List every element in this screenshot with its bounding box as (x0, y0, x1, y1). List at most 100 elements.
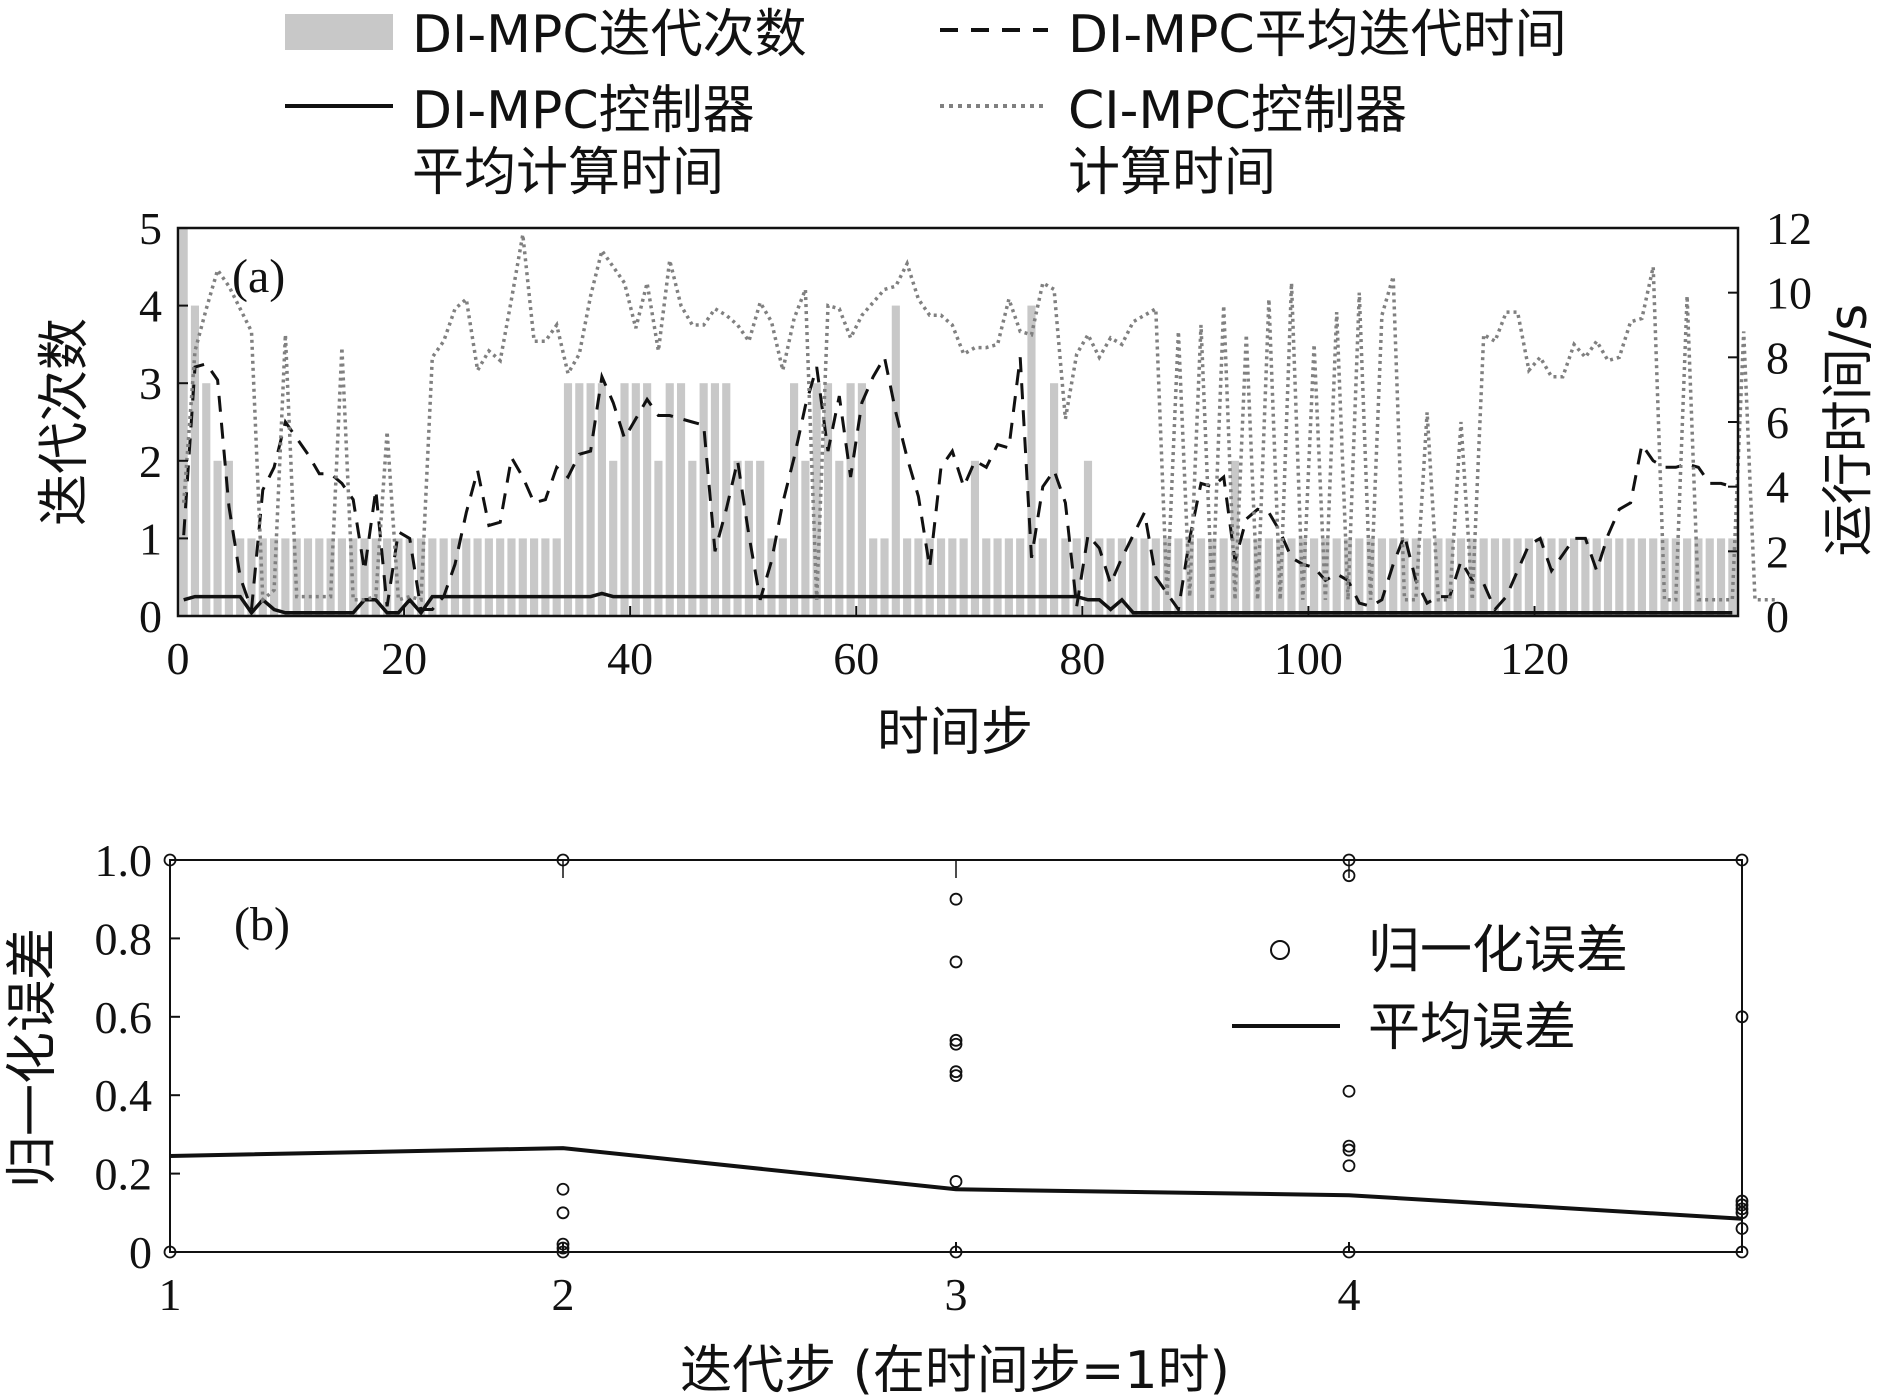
iteration-bar (1400, 538, 1409, 616)
error-point (1342, 1084, 1356, 1098)
iteration-bar (688, 460, 697, 616)
iteration-bar (281, 538, 290, 616)
iteration-bar (1423, 538, 1432, 616)
iteration-bar (699, 383, 708, 616)
error-point (556, 1182, 570, 1196)
iteration-bar (292, 538, 301, 616)
iteration-bar (1716, 538, 1726, 616)
iteration-bar (722, 383, 731, 616)
iteration-bar (925, 538, 934, 616)
error-point (949, 1069, 963, 1082)
iteration-bar (1694, 538, 1703, 616)
y-left-tick-label: 0 (139, 591, 162, 642)
iteration-bar (530, 538, 539, 616)
iteration-bar (1626, 538, 1635, 616)
y-tick-label: 0.8 (95, 913, 153, 964)
avg-iteration-time-line (182, 353, 1733, 614)
iteration-bar (586, 383, 595, 616)
iteration-bar (213, 460, 222, 616)
di-mpc-computation-time-line (183, 591, 1733, 616)
iteration-bar (801, 460, 810, 616)
x-tick-label: 60 (833, 633, 879, 684)
iteration-bar (1355, 538, 1364, 616)
x-tick-label: 120 (1500, 633, 1569, 684)
iteration-bar (258, 538, 267, 616)
legend-di-comp-label-2: 平均计算时间 (412, 143, 724, 203)
legend-a: DI-MPC迭代次数 DI-MPC平均迭代时间 DI-MPC控制器 平均计算时间… (285, 5, 1567, 203)
y-left-tick-label: 2 (139, 436, 162, 487)
iteration-bar (462, 538, 471, 616)
error-point (1342, 1159, 1356, 1173)
legend-b: 归一化误差 平均误差 (1232, 921, 1628, 1058)
x-tick-label: 80 (1059, 633, 1105, 684)
iteration-bar (236, 538, 245, 616)
iteration-bar (337, 538, 346, 616)
legend-ci-comp-label-1: CI-MPC控制器 (1068, 81, 1407, 141)
error-point (949, 1175, 963, 1188)
iteration-bar (914, 538, 923, 616)
iteration-bar (1536, 538, 1545, 616)
iteration-bar (360, 538, 369, 616)
panel-label-a: (a) (232, 250, 285, 303)
iteration-bar (439, 538, 448, 616)
iteration-bar (1219, 538, 1228, 616)
iteration-bar (1208, 538, 1217, 616)
iteration-bar (880, 538, 889, 616)
time-series-lines (181, 234, 1778, 616)
iteration-bar (1072, 538, 1081, 616)
iteration-bar (1332, 538, 1341, 616)
iteration-bar (597, 383, 606, 616)
iteration-bar (190, 305, 200, 616)
iteration-bar (1592, 538, 1601, 616)
panel-label-b: (b) (234, 898, 290, 951)
legend-scatter-label: 归一化误差 (1368, 921, 1628, 981)
iteration-bar (507, 538, 516, 616)
error-point (949, 1037, 963, 1051)
iteration-bar (744, 460, 753, 616)
iteration-bar (1129, 538, 1138, 616)
iteration-bar (676, 383, 686, 616)
iteration-bar (869, 538, 878, 616)
iteration-bar (903, 538, 912, 616)
iteration-bar (1615, 538, 1624, 616)
iteration-bar (1490, 538, 1500, 616)
y-tick-label: 0.4 (95, 1070, 153, 1121)
iteration-bar (1027, 305, 1036, 616)
error-point (949, 1033, 963, 1047)
iteration-bar (767, 538, 776, 616)
iteration-bar (1050, 383, 1059, 616)
iteration-bar (620, 383, 629, 616)
iteration-bar (1468, 538, 1477, 616)
iteration-bar (484, 538, 493, 616)
error-point (949, 955, 963, 969)
y-tick-label: 0 (129, 1227, 152, 1278)
y-axis-label-left-a: 迭代次数 (35, 318, 95, 526)
chart-b: 1 2 3 4 0 0.2 0.4 0.6 0.8 1.0 (b) 归一化误差 平均误差 迭代步 … (3, 835, 1749, 1400)
iteration-bar (1570, 538, 1579, 616)
iteration-bar (315, 538, 324, 616)
iteration-bar (326, 538, 335, 616)
iteration-bar (857, 383, 866, 616)
x-tick-label: 40 (607, 633, 653, 684)
x-tick-label: 100 (1274, 633, 1343, 684)
iteration-bar (541, 538, 550, 616)
x-tick-label: 0 (167, 633, 190, 684)
iteration-bar (970, 460, 980, 616)
iteration-bar (405, 538, 414, 616)
iteration-bar (1196, 538, 1206, 616)
iteration-bar (733, 460, 742, 616)
iteration-bar (552, 538, 561, 616)
iteration-bar (1038, 538, 1047, 616)
iteration-bar (383, 538, 392, 616)
y-tick-label: 1.0 (95, 835, 153, 886)
error-point (556, 1206, 570, 1220)
iteration-bar (665, 383, 674, 616)
iteration-bar (496, 538, 505, 616)
iteration-bar (710, 383, 720, 616)
iteration-bar (1547, 538, 1556, 616)
x-tick-label: 2 (552, 1269, 575, 1320)
iteration-bar (1637, 538, 1646, 616)
x-tick-label: 3 (945, 1269, 968, 1320)
